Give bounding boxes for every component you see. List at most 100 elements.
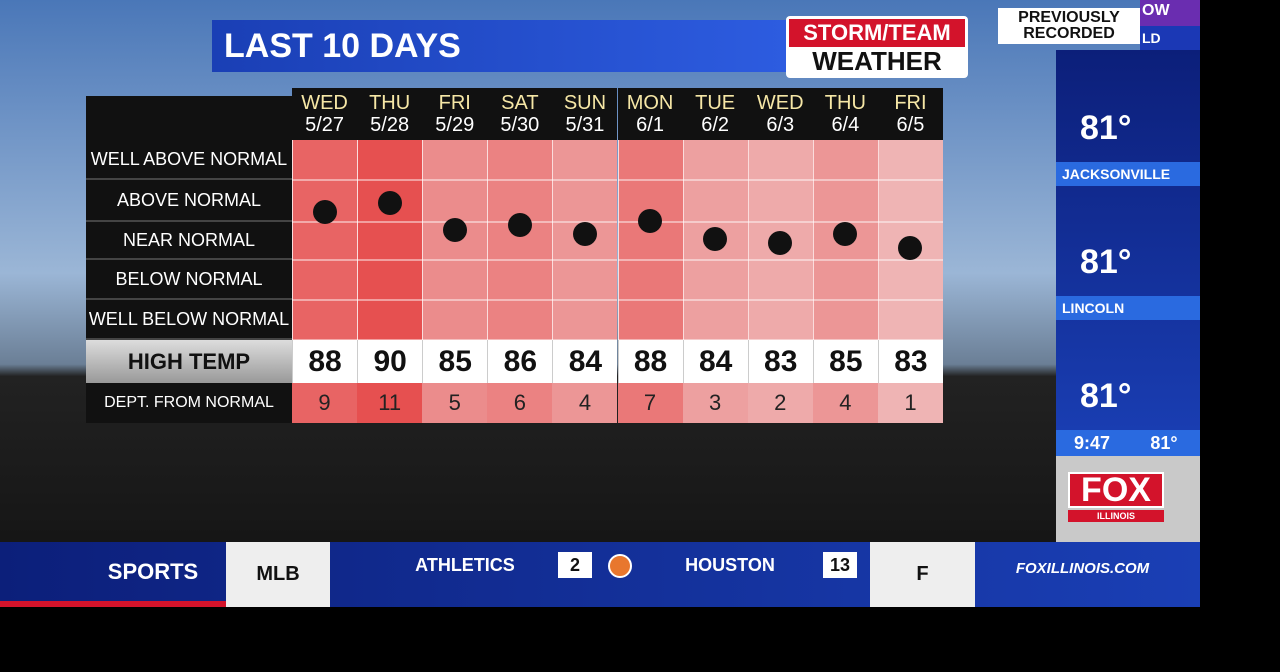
row-line: [292, 259, 358, 261]
cell-column: [487, 140, 553, 340]
day-name: FRI: [438, 92, 471, 114]
game-status: F: [870, 542, 975, 607]
time: 9:47: [1056, 430, 1128, 456]
row-line: [682, 259, 748, 261]
title: LAST 10 DAYS: [212, 20, 787, 72]
row-line: [877, 221, 943, 223]
city-temp: 81°: [1080, 376, 1132, 415]
high-temp: 86: [487, 340, 553, 383]
site: FOXILLINOIS.COM: [1015, 559, 1150, 577]
day-date: 5/27: [305, 114, 345, 136]
level-label: WELL BELOW NORMAL: [86, 300, 292, 340]
row-line: [487, 179, 553, 181]
header-bg: [86, 96, 292, 140]
day-date: 5/28: [370, 114, 410, 136]
dept-value: 6: [487, 383, 553, 423]
day-header: WED 6/3: [747, 88, 813, 140]
ticker-section: SPORTS: [0, 542, 226, 607]
dept-value: 1: [877, 383, 943, 423]
dept-value: 4: [812, 383, 878, 423]
high-temp: 88: [617, 340, 683, 383]
day-header: TUE 6/2: [682, 88, 748, 140]
high-label: HIGH TEMP: [86, 340, 292, 383]
fox-logo: FOX: [1068, 471, 1164, 509]
high-temp: 84: [682, 340, 748, 383]
dept-label: DEPT. FROM NORMAL: [86, 383, 292, 423]
row-line: [357, 179, 423, 181]
city-name: LINCOLN: [1056, 296, 1200, 320]
dept-value: 11: [357, 383, 423, 423]
level-label: NEAR NORMAL: [86, 222, 292, 260]
day-name: TUE: [695, 92, 736, 114]
day-date: 5/29: [435, 114, 475, 136]
day-name: SUN: [563, 92, 607, 114]
day-date: 6/3: [766, 114, 795, 136]
corner-top: OW: [1140, 0, 1200, 26]
home-score: 13: [823, 552, 857, 578]
cell-column: [292, 140, 358, 340]
day-date: 5/30: [500, 114, 540, 136]
day-name: THU: [824, 92, 866, 114]
row-line: [877, 259, 943, 261]
team-icon: [608, 554, 632, 578]
day-header: SUN 5/31: [552, 88, 618, 140]
row-line: [682, 179, 748, 181]
row-line: [552, 299, 618, 301]
logo-top: STORM/TEAM: [789, 19, 965, 47]
row-line: [487, 299, 553, 301]
row-line: [422, 299, 488, 301]
corner-bottom: LD: [1140, 26, 1200, 50]
dept-value: 5: [422, 383, 488, 423]
day-header: THU 5/28: [357, 88, 423, 140]
day-date: 6/5: [896, 114, 925, 136]
day-header: FRI 6/5: [877, 88, 943, 140]
high-temp: 88: [292, 340, 358, 383]
fox-area: FOX ILLINOIS: [1056, 456, 1200, 542]
table: WELL ABOVE NORMAL ABOVE NORMAL NEAR NORMAL…: [86, 88, 943, 428]
temp-dot: [898, 235, 923, 260]
high-temp: 85: [422, 340, 488, 383]
day-name: THU: [369, 92, 411, 114]
row-line: [747, 179, 813, 181]
ticker: SPORTS MLB ATHLETICS 2 HOUSTON 13 F FOXI…: [0, 542, 1200, 607]
dept-value: 3: [682, 383, 748, 423]
row-line: [617, 299, 683, 301]
temp-dot: [768, 231, 793, 255]
row-line: [877, 179, 943, 181]
row-line: [682, 299, 748, 301]
temp-dot: [377, 190, 402, 215]
row-line: [877, 299, 943, 301]
city-name: JACKSONVILLE: [1056, 162, 1200, 186]
side-panel: 81° JACKSONVILLE 81° LINCOLN 81° 9:47 81°: [1056, 50, 1200, 456]
away-team: ATHLETICS: [415, 554, 515, 575]
day-date: 5/31: [565, 114, 605, 136]
row-line: [552, 179, 618, 181]
row-line: [812, 299, 878, 301]
temp-dot: [572, 222, 597, 246]
row-line: [552, 259, 618, 261]
row-line: [357, 221, 423, 223]
day-name: MON: [626, 92, 674, 114]
day-header: WED 5/27: [292, 88, 358, 140]
level-label: WELL ABOVE NORMAL: [86, 140, 292, 180]
city-temp: 81°: [1080, 108, 1132, 147]
row-line: [422, 259, 488, 261]
row-line: [812, 259, 878, 261]
temp-dot: [638, 208, 663, 233]
day-date: 6/2: [701, 114, 730, 136]
cell-column: [617, 140, 683, 340]
away-score: 2: [558, 552, 592, 578]
row-line: [617, 259, 683, 261]
logo: STORM/TEAM WEATHER: [786, 16, 968, 78]
high-temp: 83: [877, 340, 943, 383]
dept-value: 4: [552, 383, 618, 423]
row-line: [682, 221, 748, 223]
day-header: MON 6/1: [617, 88, 683, 140]
row-line: [487, 259, 553, 261]
day-header: THU 6/4: [812, 88, 878, 140]
high-temp: 83: [747, 340, 813, 383]
day-header: FRI 5/29: [422, 88, 488, 140]
day-name: FRI: [894, 92, 927, 114]
row-line: [747, 259, 813, 261]
high-temp: 84: [552, 340, 618, 383]
